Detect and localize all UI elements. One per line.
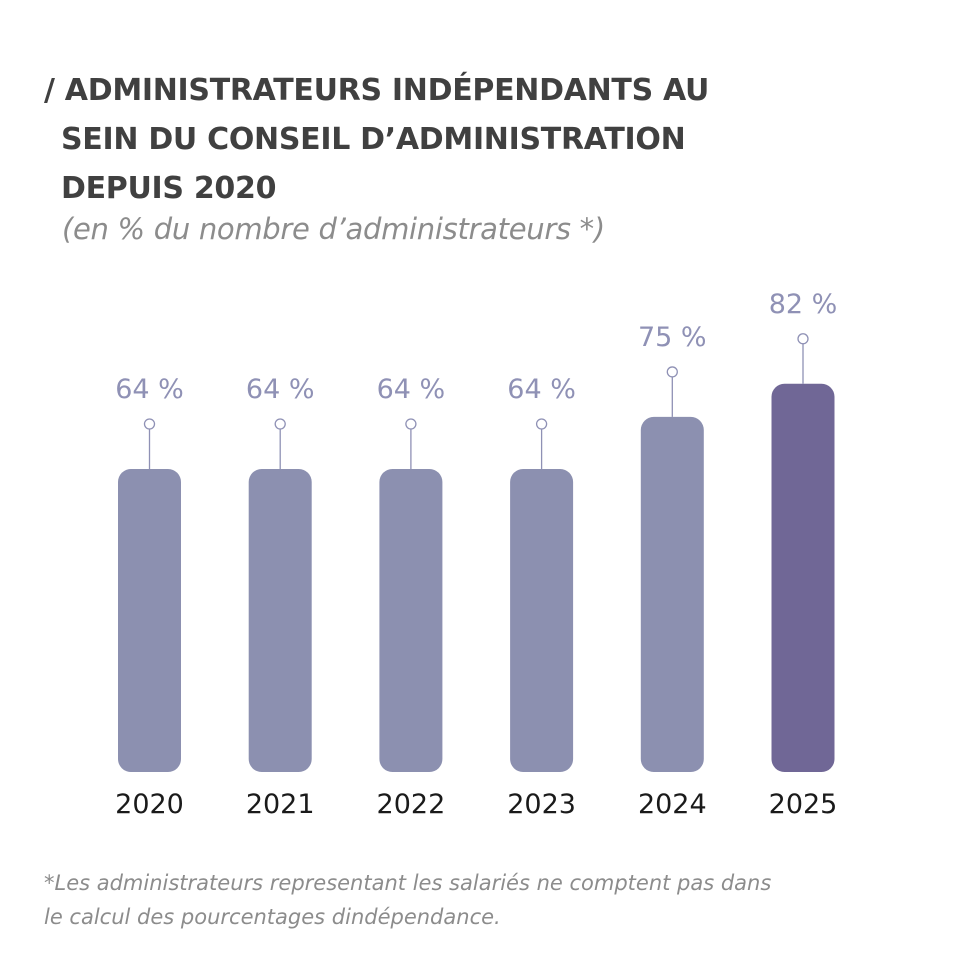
marker-2023 [535, 418, 548, 430]
footnote: *Les administrateurs representant les sa… [44, 866, 924, 934]
bar-2024 [640, 416, 704, 772]
year-label-2022: 2022 [377, 789, 446, 820]
value-label-2021: 64 % [246, 374, 315, 405]
marker-2025 [797, 333, 809, 345]
title-line-1: / ADMINISTRATEURS INDÉPENDANTS AU [44, 73, 710, 108]
year-label-2020: 2020 [115, 789, 184, 820]
title-line-2: SEIN DU CONSEIL D’ADMINISTRATION [61, 122, 686, 157]
value-label-2024: 75 % [638, 322, 707, 353]
value-label-2022: 64 % [377, 374, 446, 405]
bar-2020 [118, 469, 181, 772]
chart-subtitle: (en % du nombre d’administrateurs *) [62, 212, 605, 246]
title-line-3: DEPUIS 2020 [61, 171, 277, 206]
value-label-2025: 82 % [769, 289, 838, 320]
bar-2023 [510, 469, 574, 772]
bar-2022 [379, 469, 443, 772]
marker-2021 [274, 418, 286, 430]
marker-2022 [405, 418, 417, 430]
marker-2024 [666, 366, 678, 378]
year-label-2023: 2023 [507, 789, 576, 820]
year-label-2021: 2021 [246, 789, 315, 820]
bar-2025 [771, 383, 835, 772]
year-label-2024: 2024 [638, 789, 707, 820]
year-label-2025: 2025 [769, 789, 838, 820]
marker-2020 [143, 418, 156, 430]
footnote-line-1: *Les administrateurs representant les sa… [44, 871, 772, 895]
footnote-line-2: le calcul des pourcentages dindépendance… [44, 905, 501, 929]
value-label-2023: 64 % [507, 374, 576, 405]
bar-2021 [248, 469, 312, 772]
value-label-2020: 64 % [115, 374, 184, 405]
chart-title: / ADMINISTRATEURS INDÉPENDANTS AU SEIN D… [44, 66, 904, 213]
bar-chart: 64 % 2020 64 % 2021 64 % 2022 64 % 2023 75 % 2024… [115, 289, 838, 820]
